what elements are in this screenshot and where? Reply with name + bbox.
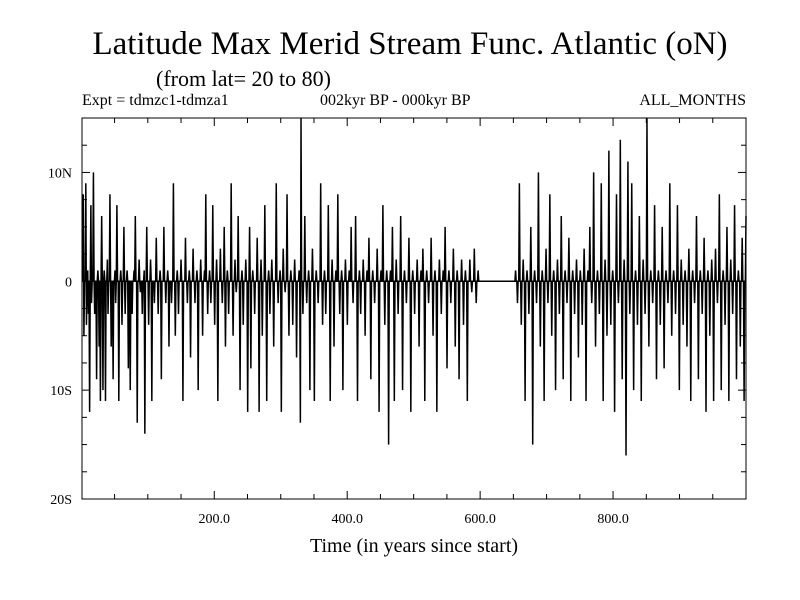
x-tick-label: 400.0 [331,512,363,527]
experiment-label: Expt = tdmzc1-tdmza1 [82,92,229,109]
x-axis-label: Time (in years since start) [310,535,518,557]
months-label: ALL_MONTHS [639,92,746,109]
x-tick-label: 800.0 [597,512,629,527]
x-tick-label: 200.0 [199,512,231,527]
period-label: 002kyr BP - 000kyr BP [320,92,471,109]
y-tick-label: 20S [50,493,72,508]
y-tick-label: 10S [50,384,72,399]
x-tick-label: 600.0 [464,512,496,527]
chart-title: Latitude Max Merid Stream Func. Atlantic… [92,26,728,62]
y-tick-label: 0 [65,275,72,290]
series-line [81,117,747,456]
chart-subtitle: (from lat= 20 to 80) [156,66,331,91]
y-tick-label: 10N [48,166,72,181]
